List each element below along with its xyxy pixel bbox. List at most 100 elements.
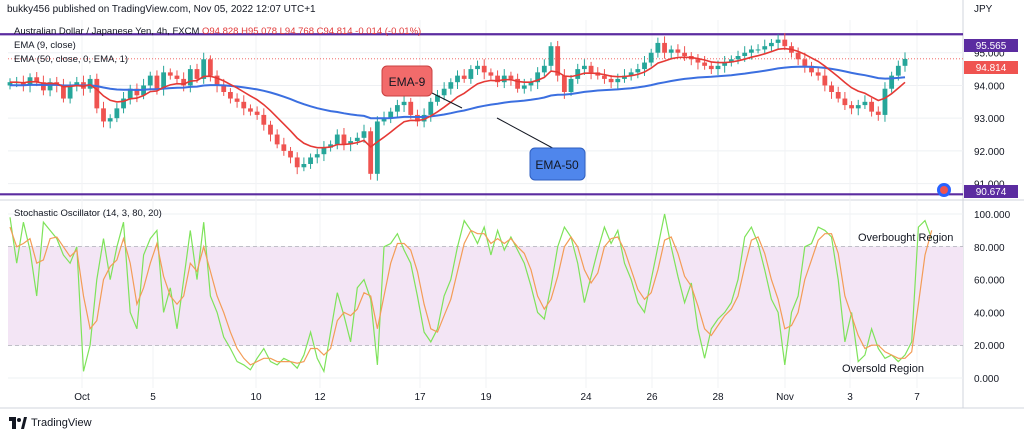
lower-level-value: 90.674 bbox=[976, 187, 1007, 198]
candle-body bbox=[154, 75, 160, 89]
candle-body bbox=[869, 101, 875, 112]
candle-body bbox=[815, 72, 821, 76]
candle-body bbox=[762, 46, 768, 50]
candle-body bbox=[835, 92, 841, 99]
candle-body bbox=[321, 147, 327, 155]
candle-body bbox=[468, 69, 474, 79]
candle-body bbox=[274, 134, 280, 145]
ema50-legend[interactable]: EMA (50, close, 0, EMA, 1) bbox=[14, 54, 129, 65]
stoch-d-line bbox=[9, 226, 933, 366]
time-tick-label: Nov bbox=[776, 392, 794, 403]
candles bbox=[7, 33, 908, 181]
oversold-label: Oversold Region bbox=[842, 363, 924, 375]
candle-body bbox=[535, 72, 541, 83]
candle-body bbox=[254, 111, 260, 115]
publisher-line: bukky456 published on TradingView.com, N… bbox=[7, 4, 316, 15]
time-tick-label: 26 bbox=[646, 392, 658, 403]
candle-body bbox=[782, 39, 788, 47]
level-lines bbox=[0, 33, 963, 196]
candle-body bbox=[187, 69, 193, 86]
candle-body bbox=[755, 49, 761, 51]
footer-brand[interactable]: TradingView bbox=[9, 417, 92, 429]
candle-body bbox=[248, 108, 253, 112]
price-tick-label: 92.000 bbox=[974, 147, 1005, 158]
candle-body bbox=[301, 164, 307, 168]
candle-body bbox=[695, 59, 701, 63]
candle-body bbox=[475, 65, 480, 70]
candle-body bbox=[708, 65, 714, 70]
candle-body bbox=[268, 124, 273, 135]
candle-body bbox=[521, 85, 527, 89]
time-tick-label: 19 bbox=[480, 392, 492, 403]
currency-label: JPY bbox=[974, 4, 993, 15]
symbol-ohlc: O94.828 H95.078 L94.768 C94.814 -0.014 (… bbox=[202, 26, 422, 37]
time-tick-label: 12 bbox=[314, 392, 326, 403]
stoch-band bbox=[8, 246, 963, 346]
candle-body bbox=[642, 62, 647, 70]
candle-body bbox=[428, 101, 434, 115]
alert-icon[interactable] bbox=[937, 183, 951, 197]
candle-body bbox=[334, 134, 340, 145]
stoch-tick-label: 60.000 bbox=[974, 276, 1005, 287]
time-tick-label: 17 bbox=[414, 392, 426, 403]
candle-body bbox=[194, 69, 200, 79]
candle-body bbox=[261, 114, 267, 125]
price-tick-label: 93.000 bbox=[974, 114, 1005, 125]
candle-body bbox=[241, 101, 247, 109]
candle-body bbox=[842, 98, 848, 106]
candle-body bbox=[368, 131, 374, 174]
candle-body bbox=[167, 72, 173, 76]
candle-body bbox=[608, 78, 614, 83]
ema9-legend[interactable]: EMA (9, close) bbox=[14, 40, 76, 51]
candle-body bbox=[635, 69, 641, 73]
candle-body bbox=[682, 52, 687, 56]
candle-body bbox=[361, 131, 367, 138]
footer-brand-name: TradingView bbox=[31, 417, 92, 429]
candle-body bbox=[735, 56, 741, 60]
stoch-lines bbox=[9, 213, 933, 374]
candle-body bbox=[288, 150, 293, 158]
time-tick-label: 7 bbox=[914, 392, 920, 403]
candle-body bbox=[47, 82, 53, 91]
overbought-label: Overbought Region bbox=[858, 232, 953, 244]
candle-body bbox=[40, 82, 46, 91]
candle-body bbox=[575, 69, 581, 79]
candle-body bbox=[902, 58, 908, 66]
candle-body bbox=[882, 88, 888, 115]
candle-body bbox=[34, 77, 40, 83]
candle-body bbox=[802, 59, 808, 66]
candle-body bbox=[121, 98, 126, 109]
candle-body bbox=[415, 114, 420, 122]
lower-level-tag: 90.674 bbox=[964, 185, 1018, 198]
ema-lines bbox=[9, 47, 906, 149]
time-tick-label: 3 bbox=[847, 392, 853, 403]
candle-body bbox=[7, 82, 13, 86]
candle-body bbox=[107, 118, 113, 122]
ema9-callout: EMA-9 bbox=[381, 65, 463, 109]
candle-body bbox=[401, 101, 407, 106]
candle-body bbox=[889, 75, 895, 89]
candle-body bbox=[702, 62, 708, 66]
candle-body bbox=[87, 78, 93, 89]
candle-body bbox=[588, 65, 594, 73]
candle-body bbox=[822, 75, 828, 86]
stoch-tick-label: 80.000 bbox=[974, 243, 1005, 254]
candle-body bbox=[114, 108, 120, 119]
tradingview-logo-icon bbox=[9, 417, 27, 429]
candle-body bbox=[234, 98, 240, 102]
candle-body bbox=[508, 75, 514, 79]
candle-body bbox=[214, 75, 220, 86]
candle-body bbox=[147, 75, 153, 86]
stoch-tick-label: 100.000 bbox=[974, 210, 1011, 221]
candle-body bbox=[181, 78, 187, 86]
candle-body bbox=[455, 75, 460, 83]
candle-body bbox=[374, 121, 380, 174]
candle-body bbox=[675, 49, 681, 53]
candle-body bbox=[748, 49, 754, 53]
candle-body bbox=[895, 65, 901, 76]
stoch-legend[interactable]: Stochastic Oscillator (14, 3, 80, 20) bbox=[14, 208, 162, 219]
candle-body bbox=[294, 157, 300, 168]
candle-body bbox=[628, 72, 634, 76]
